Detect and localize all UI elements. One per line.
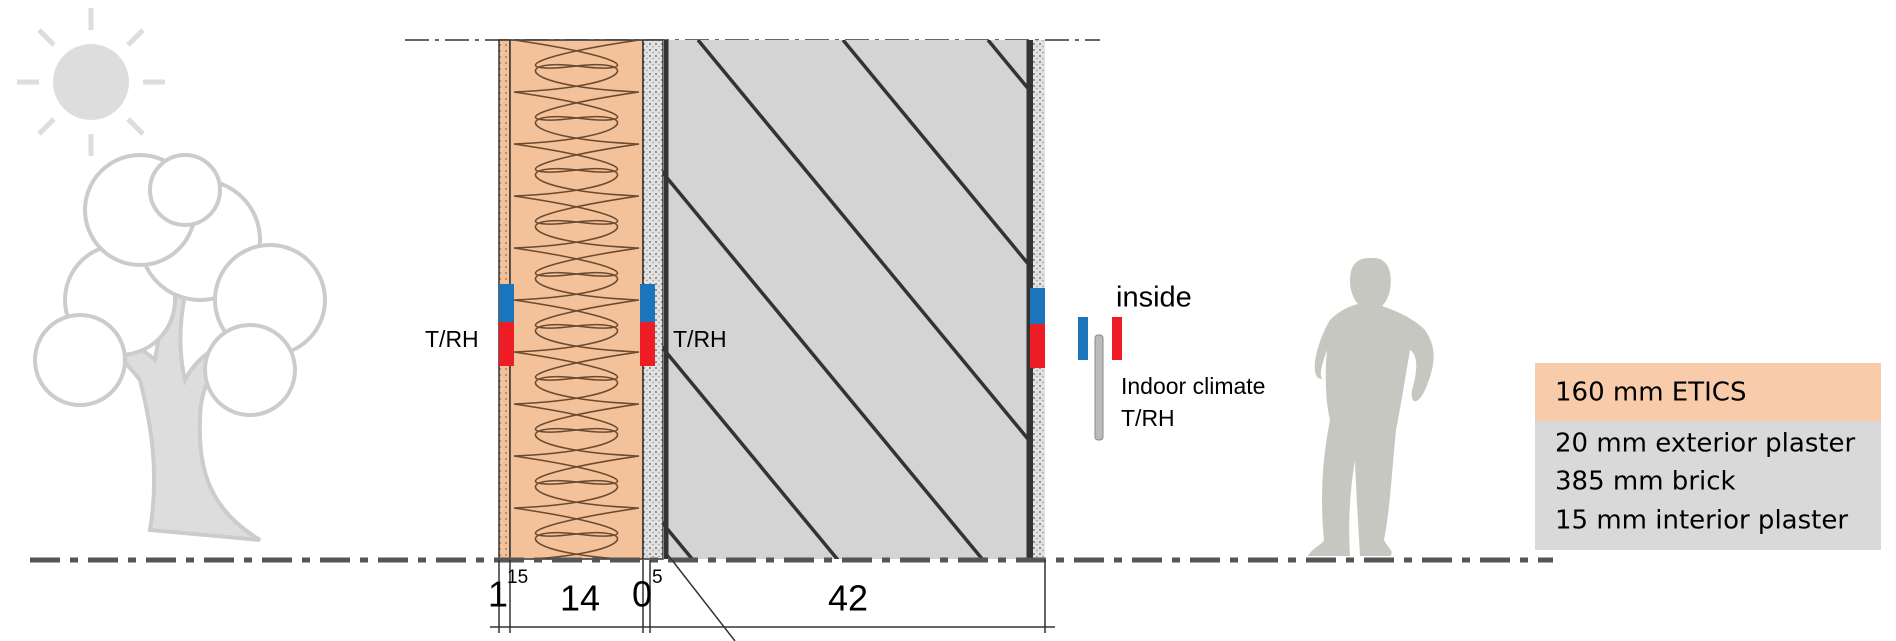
sensor (1030, 288, 1045, 368)
legend-text: 160 mm ETICS (1555, 378, 1746, 408)
brick-hatch (663, 40, 1030, 559)
dimension-label: 0 (632, 574, 652, 615)
legend-etics (1535, 363, 1881, 421)
legend-text: 20 mm exterior plaster (1555, 429, 1856, 459)
legend-layers (1535, 421, 1881, 550)
hatch-line (696, 40, 1030, 445)
dimension-label: 14 (560, 578, 600, 619)
sensor-label: T/RH (425, 326, 479, 352)
indoor-sensor-red (1112, 317, 1122, 360)
hatch-line (663, 345, 840, 559)
legend-text: 385 mm brick (1555, 467, 1736, 497)
sensor (499, 284, 514, 366)
dimension-label: 15 (507, 567, 528, 588)
sensor-label: T/RH (673, 326, 727, 352)
insulation-pattern (513, 40, 640, 559)
hatch-line (986, 40, 1030, 94)
indoor-label: Indoor climate (1121, 373, 1265, 399)
inside-label: inside (1116, 282, 1192, 314)
indoor-sensor-blue (1078, 317, 1088, 360)
dimension-label: 1 (488, 574, 508, 615)
brick (663, 40, 1030, 559)
indoor-probe (1094, 334, 1104, 441)
person-icon (1308, 257, 1434, 556)
dimension-label: 5 (652, 567, 663, 588)
legend-text: 15 mm interior plaster (1555, 506, 1848, 536)
tree-icon (33, 153, 327, 542)
dimension-label: 42 (828, 578, 868, 619)
dimension-line (490, 554, 1055, 641)
insulation-curve (513, 40, 640, 559)
indoor-label: T/RH (1121, 405, 1175, 431)
hatch-line (663, 170, 985, 559)
hatch-line (841, 40, 1030, 269)
sensor (640, 284, 655, 366)
sun-icon (17, 8, 165, 156)
